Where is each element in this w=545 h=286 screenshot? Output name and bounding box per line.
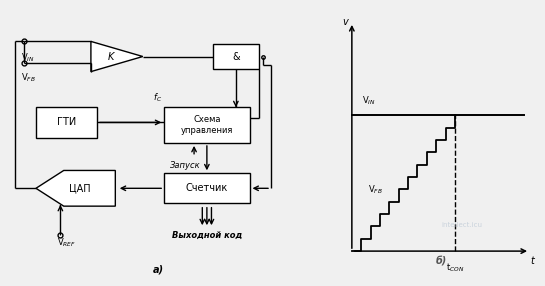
Text: t: t bbox=[530, 256, 534, 266]
Text: V$_{IN}$: V$_{IN}$ bbox=[362, 95, 376, 108]
Text: а): а) bbox=[153, 265, 164, 275]
Text: t$_{CON}$: t$_{CON}$ bbox=[446, 261, 464, 274]
Text: v: v bbox=[343, 17, 348, 27]
Text: ЦАП: ЦАП bbox=[69, 183, 90, 193]
Polygon shape bbox=[91, 41, 143, 72]
Text: V$_{IN}$: V$_{IN}$ bbox=[21, 51, 34, 63]
Text: ГТИ: ГТИ bbox=[57, 118, 76, 127]
Bar bbox=[36, 107, 97, 138]
Bar bbox=[164, 107, 250, 143]
Text: Выходной код: Выходной код bbox=[172, 231, 242, 240]
Text: intellect.icu: intellect.icu bbox=[441, 223, 482, 228]
Text: Счетчик: Счетчик bbox=[186, 183, 228, 193]
Bar bbox=[164, 173, 250, 203]
Text: б): б) bbox=[435, 257, 446, 267]
Bar bbox=[213, 44, 259, 69]
Text: V$_{FB}$: V$_{FB}$ bbox=[368, 183, 383, 196]
Text: &: & bbox=[232, 51, 240, 61]
Text: V$_{FB}$: V$_{FB}$ bbox=[21, 72, 35, 84]
Text: V$_{REF}$: V$_{REF}$ bbox=[57, 236, 76, 249]
Text: Схема
управления: Схема управления bbox=[181, 116, 233, 135]
Polygon shape bbox=[36, 170, 116, 206]
Text: Запуск: Запуск bbox=[170, 161, 201, 170]
Text: K: K bbox=[107, 51, 114, 61]
Text: f$_C$: f$_C$ bbox=[154, 92, 162, 104]
